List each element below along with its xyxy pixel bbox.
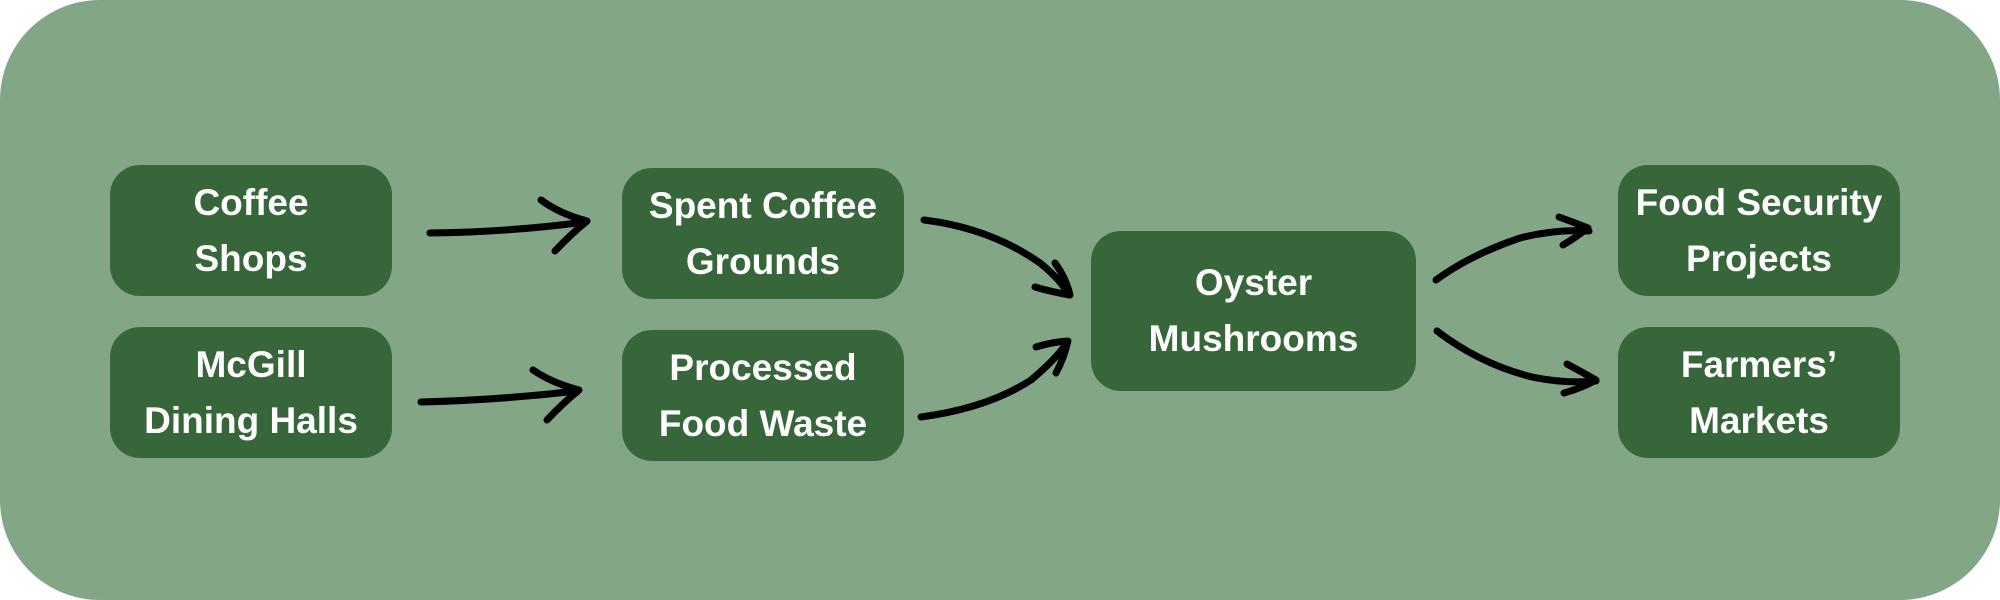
node-mcgill-dining-halls-line-1: McGill [195,343,307,385]
node-food-security-projects-line-1: Food Security [1635,181,1883,223]
node-coffee-shops: Coffee Shops [110,165,392,296]
arrow-oyster-mushrooms-to-food-security-projects [1432,213,1593,284]
node-spent-coffee-grounds-line-2: Grounds [685,240,841,282]
node-processed-food-waste-line-2: Food Waste [658,402,868,444]
node-spent-coffee-grounds-line-1: Spent Coffee [648,184,878,226]
arrow-processed-food-waste-to-oyster-mushrooms [917,337,1072,421]
node-mcgill-dining-halls-line-2: Dining Halls [144,399,358,441]
node-farmers-markets: Farmers’ Markets [1618,327,1900,458]
node-processed-food-waste: Processed Food Waste [622,330,904,461]
node-processed-food-waste-line-1: Processed [669,346,857,388]
node-food-security-projects: Food Security Projects [1618,165,1900,296]
node-farmers-markets-line-1: Farmers’ [1680,343,1838,385]
node-coffee-shops-line-2: Shops [194,237,308,279]
node-farmers-markets-line-2: Markets [1689,399,1829,441]
node-mcgill-dining-halls: McGill Dining Halls [110,327,392,458]
arrow-mcgill-to-processed-food-waste [417,366,583,424]
arrow-coffee-shops-to-spent-coffee-grounds [426,196,591,255]
node-coffee-shops-line-1: Coffee [193,181,309,223]
node-oyster-mushrooms-line-1: Oyster [1194,262,1313,303]
arrow-spent-coffee-grounds-to-oyster-mushrooms [920,216,1074,299]
node-oyster-mushrooms-line-2: Mushrooms [1148,318,1359,359]
node-food-security-projects-line-2: Projects [1685,237,1832,279]
arrow-oyster-mushrooms-to-farmers-markets [1433,327,1600,397]
node-spent-coffee-grounds: Spent Coffee Grounds [622,168,904,299]
node-oyster-mushrooms: Oyster Mushrooms [1091,231,1416,391]
